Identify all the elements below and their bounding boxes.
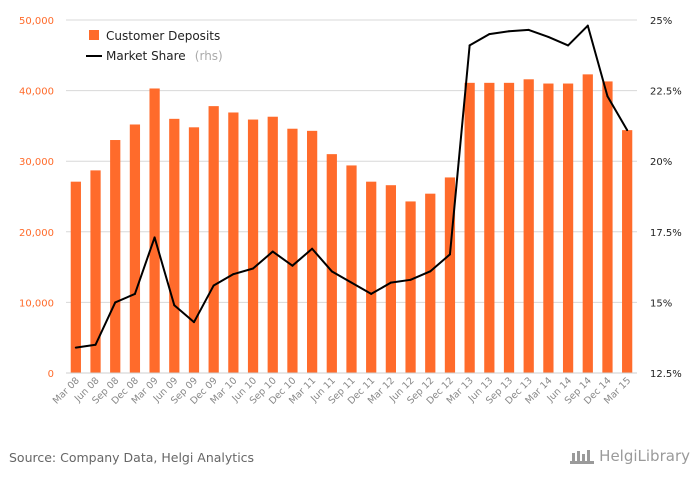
y-left-tick-label: 50,000 <box>19 16 54 27</box>
brand-name: HelgiLibrary <box>599 447 690 465</box>
market-share-point-jun-08 <box>94 343 97 346</box>
deposit-bar-jun-12 <box>405 201 416 373</box>
legend-line-label: Market Share (rhs) <box>106 45 223 64</box>
y-left-tick-label: 20,000 <box>19 228 54 239</box>
market-share-point-mar-15 <box>626 129 629 132</box>
deposit-bar-jun-11 <box>326 154 337 373</box>
market-share-line-layer <box>74 24 629 349</box>
legend-bar-label: Customer Deposits <box>106 29 220 43</box>
deposit-bar-jun-14 <box>562 83 574 373</box>
market-share-point-sep-14 <box>586 24 589 27</box>
market-share-point-jun-10 <box>252 267 255 270</box>
market-share-point-dec-11 <box>370 292 373 295</box>
chart: 0 10,000 20,000 30,000 40,000 50,000 12.5% 15% 1… <box>19 16 682 407</box>
market-share-point-dec-13 <box>527 28 530 31</box>
market-share-point-jun-12 <box>409 278 412 281</box>
market-share-point-mar-12 <box>389 281 392 284</box>
deposit-bar-dec-10 <box>287 128 298 373</box>
deposit-bar-sep-08 <box>110 140 121 373</box>
deposit-bar-sep-10 <box>267 116 278 374</box>
deposit-bar-dec-12 <box>444 177 456 373</box>
gridlines <box>66 19 637 303</box>
market-share-point-jun-11 <box>330 270 333 273</box>
legend-bar-swatch <box>89 30 99 40</box>
deposit-bar-jun-08 <box>90 170 101 373</box>
market-share-point-dec-08 <box>133 292 136 295</box>
market-share-point-sep-10 <box>271 250 274 253</box>
market-share-point-mar-09 <box>153 236 156 239</box>
deposit-bar-mar-13 <box>464 82 475 374</box>
market-share-point-dec-10 <box>291 264 294 267</box>
deposit-bar-jun-13 <box>484 82 495 374</box>
deposit-bar-jun-09 <box>169 118 180 373</box>
legend-line-note: (rhs) <box>195 49 223 63</box>
market-share-point-dec-09 <box>212 284 215 287</box>
deposit-bar-mar-08 <box>70 181 81 373</box>
deposit-bar-mar-14 <box>543 83 554 373</box>
y-right-tick-label: 25% <box>650 16 672 27</box>
market-share-point-sep-09 <box>192 321 195 324</box>
y-right-tick-label: 12.5% <box>650 369 682 380</box>
y-right-tick-label: 20% <box>650 157 672 168</box>
y-left-tick-label: 40,000 <box>19 87 54 98</box>
market-share-point-dec-12 <box>448 253 451 256</box>
market-share-point-jun-09 <box>173 304 176 307</box>
market-share-point-mar-13 <box>468 44 471 47</box>
market-share-point-sep-08 <box>114 301 117 304</box>
bars <box>70 74 633 374</box>
y-left-tick-label: 10,000 <box>19 298 54 309</box>
brand-logo: HelgiLibrary <box>569 447 690 465</box>
market-share-point-sep-13 <box>508 30 511 33</box>
legend-line-name: Market Share <box>106 49 186 63</box>
y-left-tick-label: 0 <box>48 369 54 380</box>
deposit-bar-dec-14 <box>602 81 613 373</box>
market-share-point-mar-10 <box>232 273 235 276</box>
market-share-point-jun-14 <box>567 44 570 47</box>
y-right-tick-label: 17.5% <box>650 228 682 239</box>
deposit-bar-dec-11 <box>366 181 377 373</box>
deposit-bar-mar-11 <box>307 130 318 373</box>
deposit-bar-sep-11 <box>346 165 357 373</box>
deposit-bar-sep-12 <box>425 193 436 373</box>
deposit-bar-dec-08 <box>129 124 141 373</box>
deposit-bar-jun-10 <box>247 119 259 374</box>
market-share-point-sep-12 <box>429 270 432 273</box>
deposit-bar-mar-15 <box>622 130 633 373</box>
market-share-point-jun-13 <box>488 33 491 36</box>
legend: Customer Deposits Market Share (rhs) <box>86 29 223 64</box>
market-share-point-dec-14 <box>606 95 609 98</box>
deposit-bar-sep-14 <box>582 74 593 373</box>
market-share-point-mar-11 <box>311 247 314 250</box>
deposit-bar-sep-09 <box>188 127 200 373</box>
deposit-bar-dec-13 <box>523 79 534 373</box>
market-share-point-sep-11 <box>350 281 353 284</box>
market-share-point-mar-14 <box>547 35 550 38</box>
deposit-bar-sep-13 <box>503 82 515 374</box>
library-logo-icon <box>570 450 595 464</box>
y-right-tick-label: 22.5% <box>650 87 682 98</box>
source-note: Source: Company Data, Helgi Analytics <box>9 450 255 465</box>
deposit-bar-mar-10 <box>228 112 239 374</box>
deposit-bar-dec-09 <box>208 106 219 373</box>
deposit-bar-mar-12 <box>385 185 396 373</box>
y-left-tick-label: 30,000 <box>19 157 54 168</box>
deposit-bar-mar-09 <box>149 88 160 374</box>
market-share-point-mar-08 <box>74 346 77 349</box>
y-right-tick-label: 15% <box>650 298 672 309</box>
